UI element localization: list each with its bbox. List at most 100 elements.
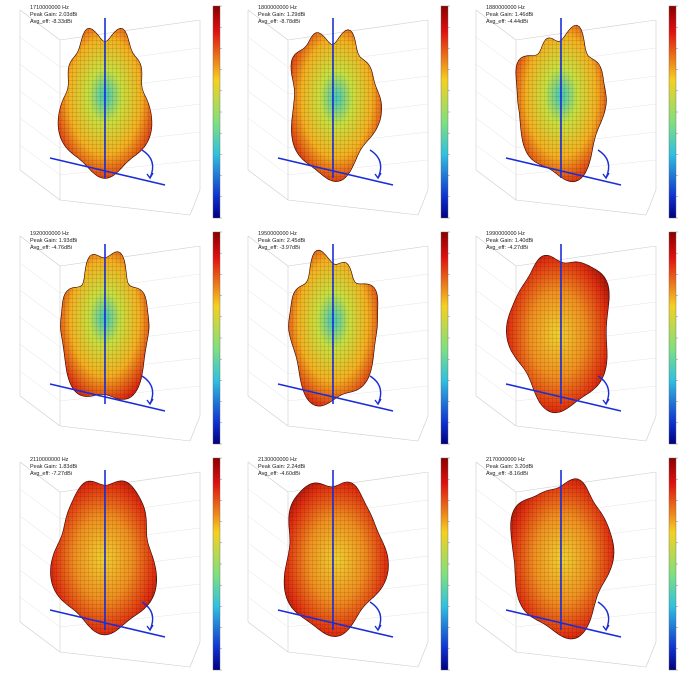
panel-info: Peak Gain: 1.46dBi xyxy=(486,12,533,18)
axis-box-line xyxy=(59,199,191,216)
axis-box-line xyxy=(475,395,517,427)
x-axis xyxy=(49,157,166,186)
panel-info: Peak Gain: 2.45dBi xyxy=(258,238,305,244)
grid-line xyxy=(247,569,289,601)
axis-box-line xyxy=(189,641,201,668)
axis-box-line xyxy=(287,651,419,668)
panel-info: 2130000000 Hz xyxy=(258,457,297,463)
grid-line xyxy=(19,117,61,149)
grid-line xyxy=(59,159,201,176)
axis-box-line xyxy=(247,461,289,493)
angle-arc xyxy=(597,601,610,632)
grid-line xyxy=(475,262,517,294)
grid-line xyxy=(19,569,61,601)
grid-line xyxy=(19,488,61,520)
axis-box-line xyxy=(19,461,61,493)
panel-info: Peak Gain: 1.93dBi xyxy=(30,238,77,244)
colorbar xyxy=(668,5,677,219)
grid-line xyxy=(475,36,517,68)
grid-line xyxy=(475,343,517,375)
x-axis xyxy=(277,157,394,186)
grid-line xyxy=(247,289,289,321)
axis-box-line xyxy=(417,189,429,216)
grid-line xyxy=(19,90,61,122)
grid-line xyxy=(475,370,517,402)
grid-line xyxy=(19,316,61,348)
panel-info: 2170000000 Hz xyxy=(486,457,525,463)
panel-info: Avg_eff: -8.33dBi xyxy=(30,19,72,25)
grid-line xyxy=(475,515,517,547)
panel-info: 1920000000 Hz xyxy=(30,231,69,237)
grid-line xyxy=(475,596,517,628)
axis-box-line xyxy=(515,471,657,493)
grid-line xyxy=(475,144,517,176)
angle-arc xyxy=(597,375,610,406)
x-axis xyxy=(505,383,622,412)
grid-line xyxy=(19,596,61,628)
grid-line xyxy=(247,144,289,176)
grid-line xyxy=(19,370,61,402)
panel-info: 1950000000 Hz xyxy=(258,231,297,237)
x-axis xyxy=(49,609,166,638)
axis-box-line xyxy=(515,651,647,668)
grid-line xyxy=(247,488,289,520)
panel-info: Peak Gain: 2.03dBi xyxy=(30,12,77,18)
axis-box-line xyxy=(515,19,657,41)
panel-info: 2110000000 Hz xyxy=(30,457,69,463)
grid-line xyxy=(19,144,61,176)
axis-box-line xyxy=(59,19,201,41)
colorbar xyxy=(440,5,449,219)
grid-line xyxy=(19,515,61,547)
axis-box-line xyxy=(287,19,429,41)
grid-line xyxy=(19,36,61,68)
axis-box-line xyxy=(247,621,289,653)
panel-info: Avg_eff: -8.78dBi xyxy=(258,19,300,25)
axis-box-line xyxy=(247,9,289,41)
axis-box-line xyxy=(189,189,201,216)
axis-box-line xyxy=(475,9,517,41)
axis-box-line xyxy=(475,621,517,653)
axis-box-line xyxy=(645,415,657,442)
panel-info: Avg_eff: -3.97dBi xyxy=(258,245,300,251)
grid-line xyxy=(19,289,61,321)
axis-box-line xyxy=(59,245,201,267)
axis-box-line xyxy=(59,651,191,668)
x-axis xyxy=(49,383,166,412)
angle-arc xyxy=(141,149,154,180)
axis-box-line xyxy=(475,235,517,267)
x-axis xyxy=(277,609,394,638)
grid-line xyxy=(287,159,429,176)
colorbar xyxy=(668,231,677,445)
axis-box-line xyxy=(19,621,61,653)
colorbar xyxy=(212,231,221,445)
x-axis xyxy=(505,609,622,638)
grid-line xyxy=(475,569,517,601)
grid-line xyxy=(247,117,289,149)
axis-box-line xyxy=(247,235,289,267)
axis-box-line xyxy=(645,641,657,668)
axis-box-line xyxy=(417,415,429,442)
panel-info: Avg_eff: -8.16dBi xyxy=(486,471,528,477)
panel-info: 1880000000 Hz xyxy=(486,5,525,11)
axis-box-line xyxy=(19,169,61,201)
grid-line xyxy=(475,542,517,574)
panel-info: 1800000000 Hz xyxy=(258,5,297,11)
grid-line xyxy=(247,596,289,628)
panel-info: Avg_eff: -4.44dBi xyxy=(486,19,528,25)
axis-box-line xyxy=(645,189,657,216)
angle-arc xyxy=(141,375,154,406)
grid-line xyxy=(247,370,289,402)
panel-info: Peak Gain: 2.24dBi xyxy=(258,464,305,470)
surface-mesh xyxy=(50,480,157,635)
grid-line xyxy=(287,611,429,628)
surface-mesh xyxy=(510,478,614,639)
